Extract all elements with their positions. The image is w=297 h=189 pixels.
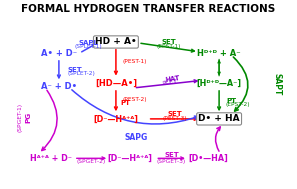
Text: SET: SET — [162, 39, 176, 45]
Text: PT: PT — [226, 98, 236, 104]
Text: [Hᴰ⁺ᴰ—A⁻]: [Hᴰ⁺ᴰ—A⁻] — [197, 79, 242, 88]
Text: HD + A•: HD + A• — [95, 37, 137, 46]
Text: Hᴰ⁺ᴰ + A⁻: Hᴰ⁺ᴰ + A⁻ — [197, 49, 241, 58]
Text: A• + D⁻: A• + D⁻ — [41, 49, 77, 58]
Text: SAPT: SAPT — [272, 73, 281, 95]
Text: SAPL: SAPL — [78, 40, 98, 46]
Text: D• + HA: D• + HA — [198, 114, 240, 123]
Text: FORMAL HYDROGEN TRANSFER REACTIONS: FORMAL HYDROGEN TRANSFER REACTIONS — [21, 5, 276, 14]
Text: PT: PT — [120, 100, 130, 106]
Text: (SPGET-3): (SPGET-3) — [157, 159, 186, 164]
Text: [D⁻—Hᴬ⁺ᴬ]: [D⁻—Hᴬ⁺ᴬ] — [94, 114, 138, 123]
Text: PCET: PCET — [162, 79, 177, 86]
Text: SET: SET — [164, 152, 179, 158]
Text: SAPG: SAPG — [125, 133, 148, 142]
Text: HAT: HAT — [165, 74, 180, 83]
Text: (SPGET-1): (SPGET-1) — [18, 102, 23, 132]
Text: (SPLET-2): (SPLET-2) — [67, 71, 95, 76]
Text: (EPST-1): (EPST-1) — [157, 44, 181, 49]
Text: (EPST-2): (EPST-2) — [226, 102, 250, 107]
Text: PG: PG — [26, 111, 31, 123]
Text: (PEST-2): (PEST-2) — [123, 97, 147, 102]
Text: (SPLET-1): (SPLET-1) — [74, 44, 102, 49]
Text: (PEST-1): (PEST-1) — [123, 59, 147, 64]
Text: [HD—A•]: [HD—A•] — [95, 79, 137, 88]
Text: Hᴬ⁺ᴬ + D⁻: Hᴬ⁺ᴬ + D⁻ — [30, 154, 72, 163]
Text: (PEST-3): (PEST-3) — [162, 116, 187, 121]
Text: [D•—HA]: [D•—HA] — [188, 154, 228, 163]
Text: SET: SET — [167, 111, 182, 117]
Text: SET: SET — [67, 67, 82, 73]
Text: A⁻ + D•: A⁻ + D• — [41, 82, 77, 91]
Text: (SPGET-2): (SPGET-2) — [77, 159, 106, 164]
Text: [D⁻—Hᴬ⁺ᴬ]: [D⁻—Hᴬ⁺ᴬ] — [107, 154, 152, 163]
